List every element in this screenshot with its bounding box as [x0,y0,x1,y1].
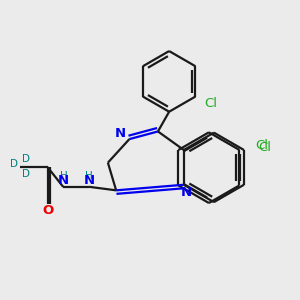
Text: Cl: Cl [258,141,271,154]
Text: Cl: Cl [256,139,269,152]
Text: D: D [22,169,30,179]
Text: Cl: Cl [204,98,217,110]
Text: D: D [10,159,18,169]
Text: H: H [85,171,92,181]
Text: N: N [83,174,94,188]
Text: N: N [58,174,69,188]
Text: D: D [22,154,30,164]
Text: N: N [115,127,126,140]
Text: N: N [181,186,192,199]
Text: O: O [42,204,53,217]
Text: H: H [60,171,68,181]
